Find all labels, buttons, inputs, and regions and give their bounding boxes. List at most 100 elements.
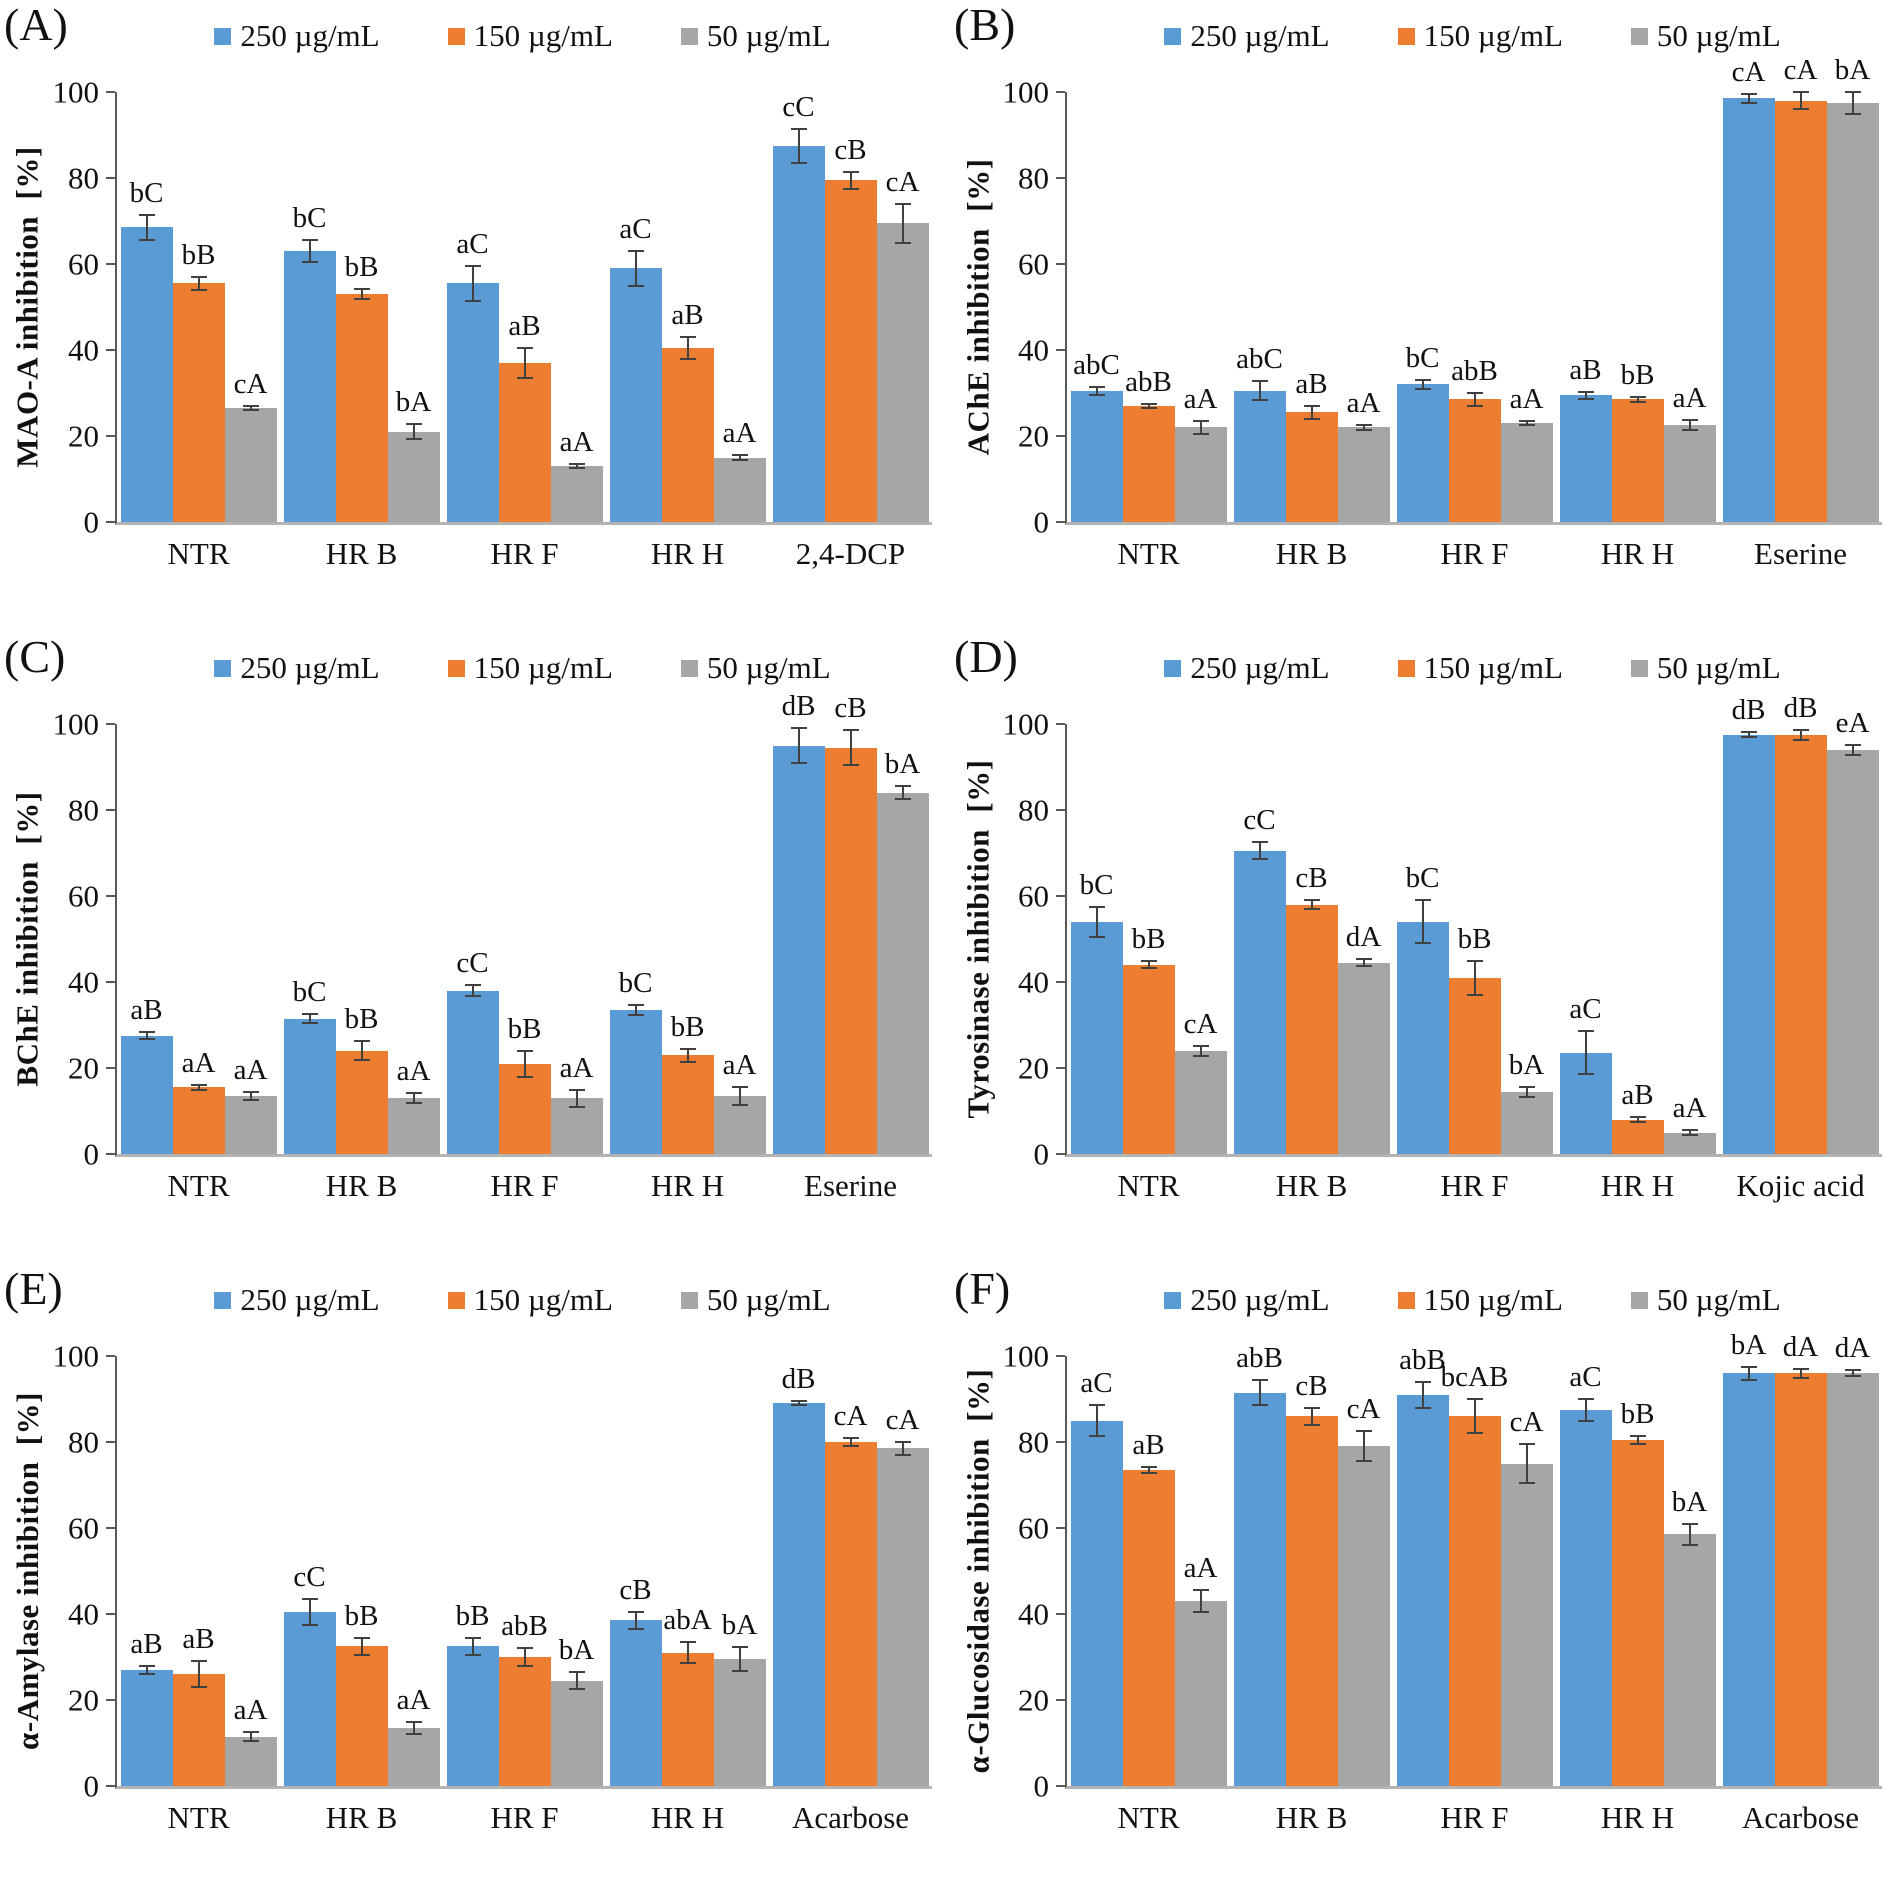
bar (772, 145, 825, 522)
error-bar (686, 1641, 689, 1664)
legend-swatch-icon (447, 1291, 465, 1309)
bar-group: aC aB aA (1067, 1356, 1230, 1786)
significance-label: bA (395, 385, 432, 418)
error-bar-cap-top (301, 1013, 318, 1016)
bar-group: aC bB bA (1556, 1356, 1719, 1786)
significance-label: aB (671, 299, 704, 332)
y-tick-mark (1056, 435, 1065, 437)
panel-label: (C) (4, 631, 66, 682)
bar-column: cA (876, 1356, 929, 1786)
legend-swatch-icon (680, 659, 698, 677)
y-tick-label: 40 (68, 1596, 99, 1632)
y-tick-label: 0 (1033, 504, 1050, 540)
legend-swatch-icon (214, 659, 232, 677)
bar-group: aC aB aA (606, 92, 769, 522)
error-bar-cap-bottom (568, 466, 585, 469)
error-bar-cap-bottom (138, 1673, 155, 1676)
bar-column: abB (498, 1356, 551, 1786)
significance-label: aB (508, 309, 541, 342)
error-bar (634, 1004, 637, 1016)
error-bar (1525, 1086, 1528, 1097)
error-bar (523, 1050, 526, 1077)
legend-item: 250 µg/mL (214, 1282, 380, 1318)
error-bar (360, 288, 363, 300)
error-bar-cap-top (1088, 1404, 1105, 1407)
significance-label: cB (834, 133, 867, 166)
error-bar (1095, 1405, 1098, 1436)
bar-column: abB (1122, 92, 1175, 522)
significance-label: aA (1183, 382, 1218, 415)
error-bar-cap-top (1792, 1367, 1809, 1370)
error-bar-cap-bottom (1414, 387, 1431, 390)
legend-item: 250 µg/mL (214, 18, 380, 54)
error-bar-cap-bottom (353, 1653, 370, 1656)
x-axis-label: HR B (1275, 536, 1348, 571)
y-tick-mark (1056, 1153, 1065, 1155)
error-bar-cap-bottom (1844, 1375, 1861, 1378)
error-bar (1095, 906, 1098, 937)
error-bar-cap-top (353, 1636, 370, 1639)
error-bar-cap-bottom (1466, 404, 1483, 407)
error-bar (1799, 1368, 1802, 1378)
significance-label: dB (781, 1363, 816, 1396)
chart-panel-e: (E) 250 µg/mL 150 µg/mL 50 µg/mL α-Amylase i… (0, 1264, 950, 1896)
error-bar-cap-bottom (1629, 1443, 1646, 1446)
bar (1559, 1409, 1612, 1786)
error-bar-cap-top (353, 287, 370, 290)
significance-label: aA (1183, 1552, 1218, 1585)
y-tick-mark (106, 1527, 115, 1529)
error-bar-cap-top (894, 202, 911, 205)
error-bar-cap-top (1192, 1044, 1209, 1047)
x-axis-label: HR F (490, 1168, 559, 1203)
significance-label: bA (1671, 1485, 1708, 1518)
bar-column: aB (1559, 92, 1612, 522)
bar-group: bC bB aA (280, 724, 443, 1154)
error-bar (1747, 94, 1750, 103)
bar (498, 362, 551, 522)
significance-label: cB (834, 692, 867, 725)
error-bar-cap-bottom (894, 1453, 911, 1456)
error-bar (634, 1611, 637, 1630)
legend-label: 150 µg/mL (473, 1282, 613, 1317)
error-bar-cap-top (568, 1088, 585, 1091)
bar (609, 268, 662, 522)
significance-label: cC (1243, 804, 1276, 837)
bar-column: bA (876, 724, 929, 1154)
bar (1337, 962, 1390, 1154)
error-bar-cap-top (405, 1091, 422, 1094)
bar (446, 1646, 499, 1786)
error-bar (1747, 732, 1750, 738)
error-bar (1147, 1466, 1150, 1474)
chart-panel-a: (A) 250 µg/mL 150 µg/mL 50 µg/mL MAO-A inhib… (0, 0, 950, 632)
bar-column: cC (1233, 724, 1286, 1154)
significance-label: cA (885, 1404, 920, 1436)
y-tick-label: 80 (1018, 1424, 1049, 1460)
error-bar (412, 1721, 415, 1735)
bar-group: abB bcAB cA (1393, 1345, 1556, 1786)
error-bar-cap-top (731, 1086, 748, 1089)
legend-item: 50 µg/mL (1630, 18, 1781, 54)
significance-label: abB (1451, 355, 1498, 387)
y-axis-title-text: MAO-A inhibition [%] (10, 146, 45, 468)
error-bar (249, 1732, 252, 1741)
y-tick-label: 80 (68, 792, 99, 828)
x-axis-label: NTR (1117, 1800, 1180, 1835)
error-bar-cap-top (790, 727, 807, 730)
x-axis-labels: NTR HR B HR F HR H Eserine (117, 1168, 932, 1204)
significance-label: bC (292, 976, 327, 1009)
error-bar-cap-top (1629, 1434, 1646, 1437)
error-bar-cap-top (1414, 379, 1431, 382)
bar-column: bA (1722, 1330, 1775, 1786)
significance-label: cC (782, 90, 815, 123)
bar-column: bcAB (1441, 1356, 1508, 1786)
y-tick-mark (106, 1785, 115, 1787)
error-bar-cap-bottom (1355, 1460, 1372, 1463)
legend-item: 150 µg/mL (447, 1282, 613, 1318)
error-bar-cap-bottom (405, 1102, 422, 1105)
bar (876, 792, 929, 1154)
bar-column: cA (1174, 724, 1227, 1154)
bar (772, 745, 825, 1154)
error-bar (1525, 420, 1528, 426)
bar (498, 1063, 551, 1154)
legend-swatch-icon (1397, 27, 1415, 45)
